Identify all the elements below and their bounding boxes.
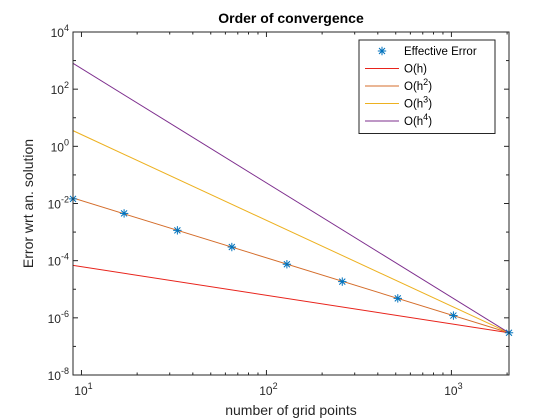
legend-box — [358, 39, 496, 134]
legend-marker-0 — [377, 46, 387, 56]
data-point-7 — [449, 311, 458, 320]
y-tick-label-4: 100 — [51, 137, 69, 154]
x-axis-label: number of grid points — [225, 402, 357, 418]
legend-label-4: O(h4) — [404, 112, 432, 128]
legend-label-0: Effective Error — [404, 46, 477, 58]
y-tick-label-5: 102 — [51, 80, 69, 97]
y-tick-label-6: 104 — [51, 23, 69, 40]
plot-frame — [72, 31, 510, 376]
legend-label-3: O(h3) — [404, 95, 432, 111]
y-tick-label-1: 10-6 — [48, 309, 69, 326]
legend-item-0: Effective Error — [377, 46, 477, 58]
data-point-2 — [173, 226, 182, 235]
series-line-3 — [73, 130, 509, 334]
data-point-3 — [227, 242, 237, 252]
series-layer — [68, 62, 514, 337]
series-markers-0 — [68, 194, 514, 337]
data-point-6 — [393, 294, 402, 303]
series-2 — [73, 197, 509, 334]
x-tick-label-1: 102 — [259, 381, 277, 398]
legend-item-1: O(h) — [365, 64, 427, 76]
legend-label-2: O(h2) — [404, 77, 432, 93]
series-line-4 — [73, 62, 509, 334]
data-point-5 — [338, 277, 347, 286]
chart-title: Order of convergence — [218, 10, 364, 26]
y-tick-label-2: 10-4 — [48, 252, 69, 269]
series-line-1 — [73, 264, 509, 334]
x-tick-label-2: 103 — [444, 381, 462, 398]
series-1 — [73, 264, 509, 334]
series-3 — [73, 130, 509, 334]
x-tick-label-0: 101 — [74, 381, 92, 398]
y-axis-label: Error wrt an. solution — [20, 139, 36, 268]
legend-item-2: O(h2) — [365, 77, 432, 93]
series-line-2 — [73, 197, 509, 334]
data-point-1 — [119, 209, 129, 218]
y-tick-label-0: 10-8 — [48, 366, 69, 383]
legend: Effective Error O(h)O(h2) O(h3)O(h4) — [358, 39, 496, 134]
legend-label-1: O(h) — [404, 64, 427, 76]
data-point-4 — [282, 260, 292, 269]
series-4 — [73, 62, 509, 334]
legend-item-3: O(h3) — [365, 95, 432, 111]
y-tick-label-3: 10-2 — [48, 195, 69, 212]
legend-item-4: O(h4) — [365, 112, 432, 128]
